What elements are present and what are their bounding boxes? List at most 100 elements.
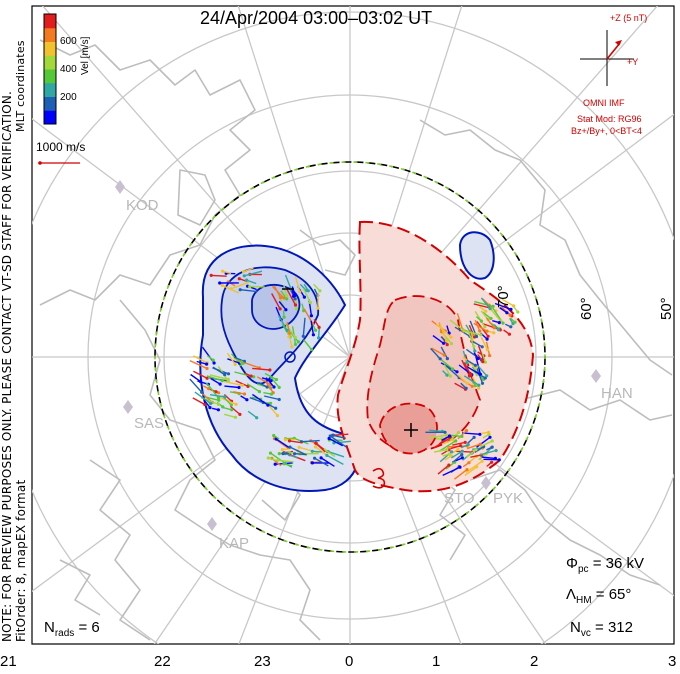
station-kod-marker	[115, 180, 125, 194]
station-sto-marker	[481, 476, 491, 490]
velocity-vector	[317, 328, 320, 338]
velocity-vector	[442, 453, 450, 457]
velocity-vector	[477, 354, 484, 363]
velocity-vector	[285, 452, 298, 459]
velocity-vector	[446, 325, 450, 334]
station-markers	[115, 180, 601, 531]
velocity-vector	[313, 288, 319, 296]
colorbar-segment	[44, 69, 56, 84]
velocity-vector	[479, 449, 497, 456]
colorbar-segment	[44, 41, 56, 56]
velocity-vector	[286, 321, 291, 334]
velocity-vector	[474, 300, 494, 308]
velocity-vector	[243, 267, 254, 273]
velocity-vector	[470, 454, 482, 458]
velocity-vector	[431, 347, 445, 356]
velocity-vector	[277, 315, 288, 331]
velocity-vector	[433, 437, 452, 449]
cell-label-three	[372, 467, 386, 489]
vector-origin	[248, 285, 252, 289]
velocity-vector	[453, 454, 463, 463]
colorbar-segment	[44, 96, 56, 111]
mlt-tick-22: 22	[154, 653, 171, 670]
mlt-tick-21: 21	[0, 653, 17, 670]
velocity-vector	[473, 322, 488, 332]
velocity-vector	[211, 274, 227, 277]
velocity-vector	[301, 303, 305, 311]
velocity-vector	[429, 429, 443, 433]
velocity-vector	[264, 379, 274, 394]
velocity-vector	[312, 450, 322, 453]
velocity-vector	[283, 285, 288, 296]
velocity-vector	[221, 406, 232, 411]
velocity-vector	[261, 377, 272, 382]
velocity-vector	[303, 339, 313, 350]
velocity-vector	[483, 458, 500, 461]
velocity-vector	[256, 376, 272, 386]
velocity-vector	[475, 316, 482, 322]
velocity-vector	[482, 311, 492, 320]
velocity-vector	[299, 283, 307, 291]
velocity-vector	[329, 435, 347, 448]
velocity-vector	[463, 330, 481, 336]
velocity-vectors	[189, 267, 520, 480]
velocity-vector	[456, 313, 464, 332]
velocity-vector	[280, 290, 288, 300]
velocity-vector	[269, 375, 280, 388]
velocity-vector	[203, 399, 211, 409]
velocity-vector	[449, 432, 459, 441]
velocity-vector	[443, 364, 451, 377]
velocity-vector	[294, 276, 301, 292]
velocity-vector	[252, 393, 269, 406]
velocity-vector	[247, 410, 258, 419]
station-kod: KOD	[126, 197, 159, 214]
velocity-vector	[482, 433, 490, 439]
velocity-vector	[467, 436, 475, 444]
velocity-vector	[302, 317, 306, 337]
velocity-vector	[473, 303, 491, 309]
velocity-vector	[283, 463, 293, 467]
velocity-vector	[450, 445, 461, 450]
velocity-vector	[463, 375, 480, 386]
velocity-vector	[268, 404, 277, 409]
mlt-tick-2: 2	[530, 653, 539, 670]
station-sto: STO	[444, 490, 475, 507]
stat-radar-count: Nrads = 6	[44, 619, 100, 639]
latitude-label-70: 70°	[495, 285, 512, 308]
velocity-vector	[460, 443, 469, 449]
velocity-vector	[223, 413, 236, 418]
velocity-vector	[509, 317, 516, 323]
latitude-label-50: 50°	[658, 297, 675, 320]
velocity-vector	[282, 310, 285, 318]
velocity-colorbar	[44, 14, 56, 125]
velocity-vector	[320, 457, 335, 467]
velocity-vector	[465, 324, 471, 333]
velocity-vector	[501, 298, 514, 307]
imf-source: OMNI IMF	[583, 98, 625, 108]
velocity-vector	[476, 436, 491, 448]
velocity-vector	[277, 459, 294, 463]
imf-clock	[580, 30, 634, 86]
colorbar-label: Vel [m/s]	[80, 36, 91, 75]
velocity-vector	[310, 320, 315, 335]
mlt-tick-23: 23	[254, 653, 271, 670]
velocity-vector	[466, 449, 477, 459]
velocity-vector	[328, 437, 344, 447]
hm-boundary-green	[154, 161, 546, 553]
stat-hm-boundary: ΛHM = 65°	[566, 586, 632, 606]
velocity-vector	[430, 347, 441, 360]
velocity-vector	[452, 441, 466, 446]
station-kap: KAP	[219, 535, 250, 552]
velocity-vector	[289, 339, 293, 348]
velocity-vector	[464, 466, 478, 477]
velocity-vector	[457, 430, 467, 440]
velocity-vector	[240, 395, 248, 401]
velocity-vector	[209, 394, 225, 398]
velocity-vector	[324, 449, 336, 458]
velocity-vector	[433, 448, 448, 453]
mlt-tick-0: 0	[345, 653, 354, 670]
velocity-vector	[466, 443, 481, 450]
velocity-vector	[509, 317, 514, 324]
velocity-vector	[189, 378, 203, 393]
velocity-vector	[462, 350, 468, 364]
